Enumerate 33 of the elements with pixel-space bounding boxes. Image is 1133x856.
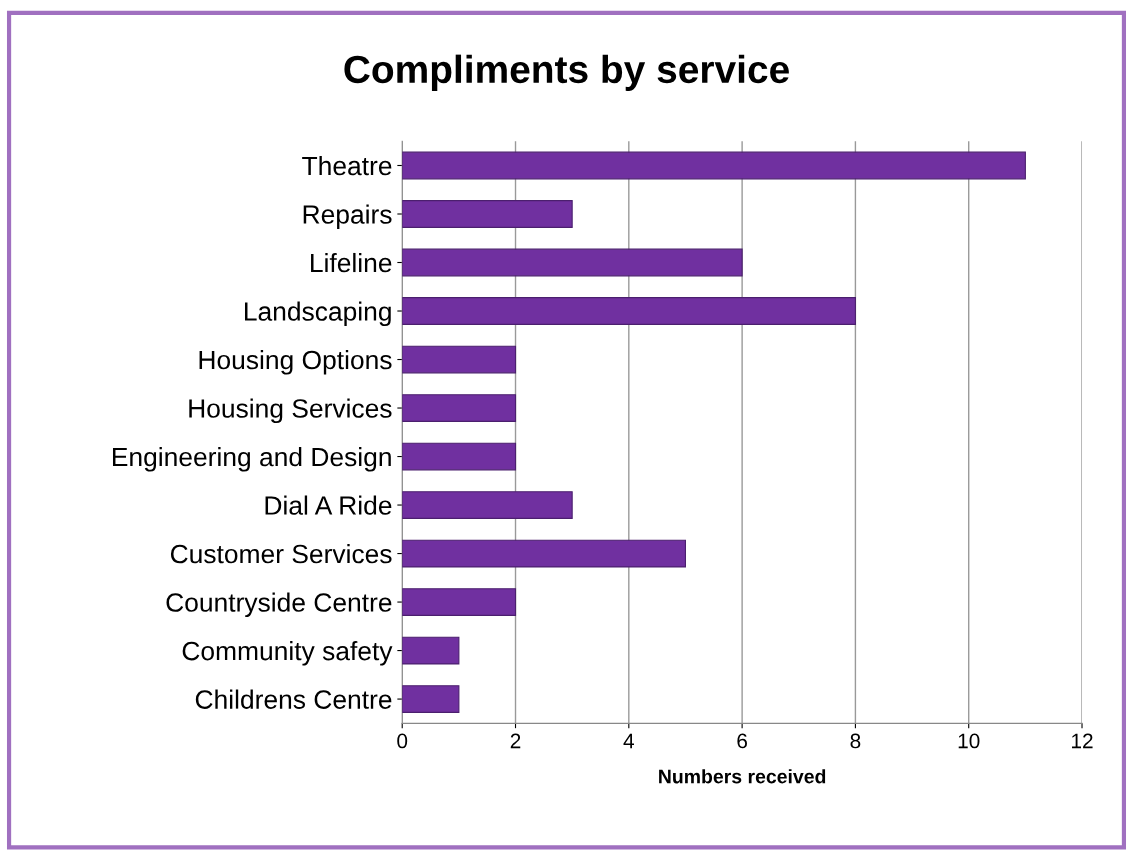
chart-title: Compliments by service: [344, 54, 789, 91]
y-tick-label: Childrens Centre: [195, 689, 392, 709]
x-tick-label: 6: [737, 733, 747, 749]
x-tick-label: 10: [958, 733, 980, 749]
x-tick-label: 8: [850, 733, 861, 749]
y-tick-label: Housing Services: [189, 398, 392, 424]
y-tick-label: Customer Services: [170, 543, 392, 564]
bar: [402, 685, 460, 713]
bar: [402, 588, 517, 616]
y-tick-label: Community safety: [182, 641, 393, 666]
bar: [402, 491, 573, 519]
y-tick-label: Theatre: [302, 155, 392, 176]
y-tick-label: Housing Options: [199, 349, 392, 375]
bar: [402, 151, 1026, 180]
bar: [402, 442, 517, 471]
bar: [402, 200, 573, 228]
bar: [402, 636, 460, 665]
y-tick-label: Repairs: [303, 204, 392, 230]
y-tick-label: Lifeline: [311, 252, 392, 273]
y-tick-label: Dial A Ride: [265, 495, 392, 515]
x-axis-title: Numbers received: [659, 769, 826, 784]
x-tick-label: 2: [510, 733, 521, 749]
y-tick-label: Engineering and Design: [112, 446, 391, 472]
x-tick-label: 0: [397, 733, 408, 749]
bar: [402, 539, 687, 568]
x-tick-label: 12: [1072, 733, 1093, 749]
x-tick-label: 4: [623, 733, 634, 749]
bar: [402, 248, 743, 277]
y-tick-label: Landscaping: [245, 301, 391, 327]
bar: [402, 297, 856, 325]
bar: [402, 394, 517, 422]
bar: [402, 345, 517, 374]
y-tick-label: Countryside Centre: [166, 592, 392, 618]
